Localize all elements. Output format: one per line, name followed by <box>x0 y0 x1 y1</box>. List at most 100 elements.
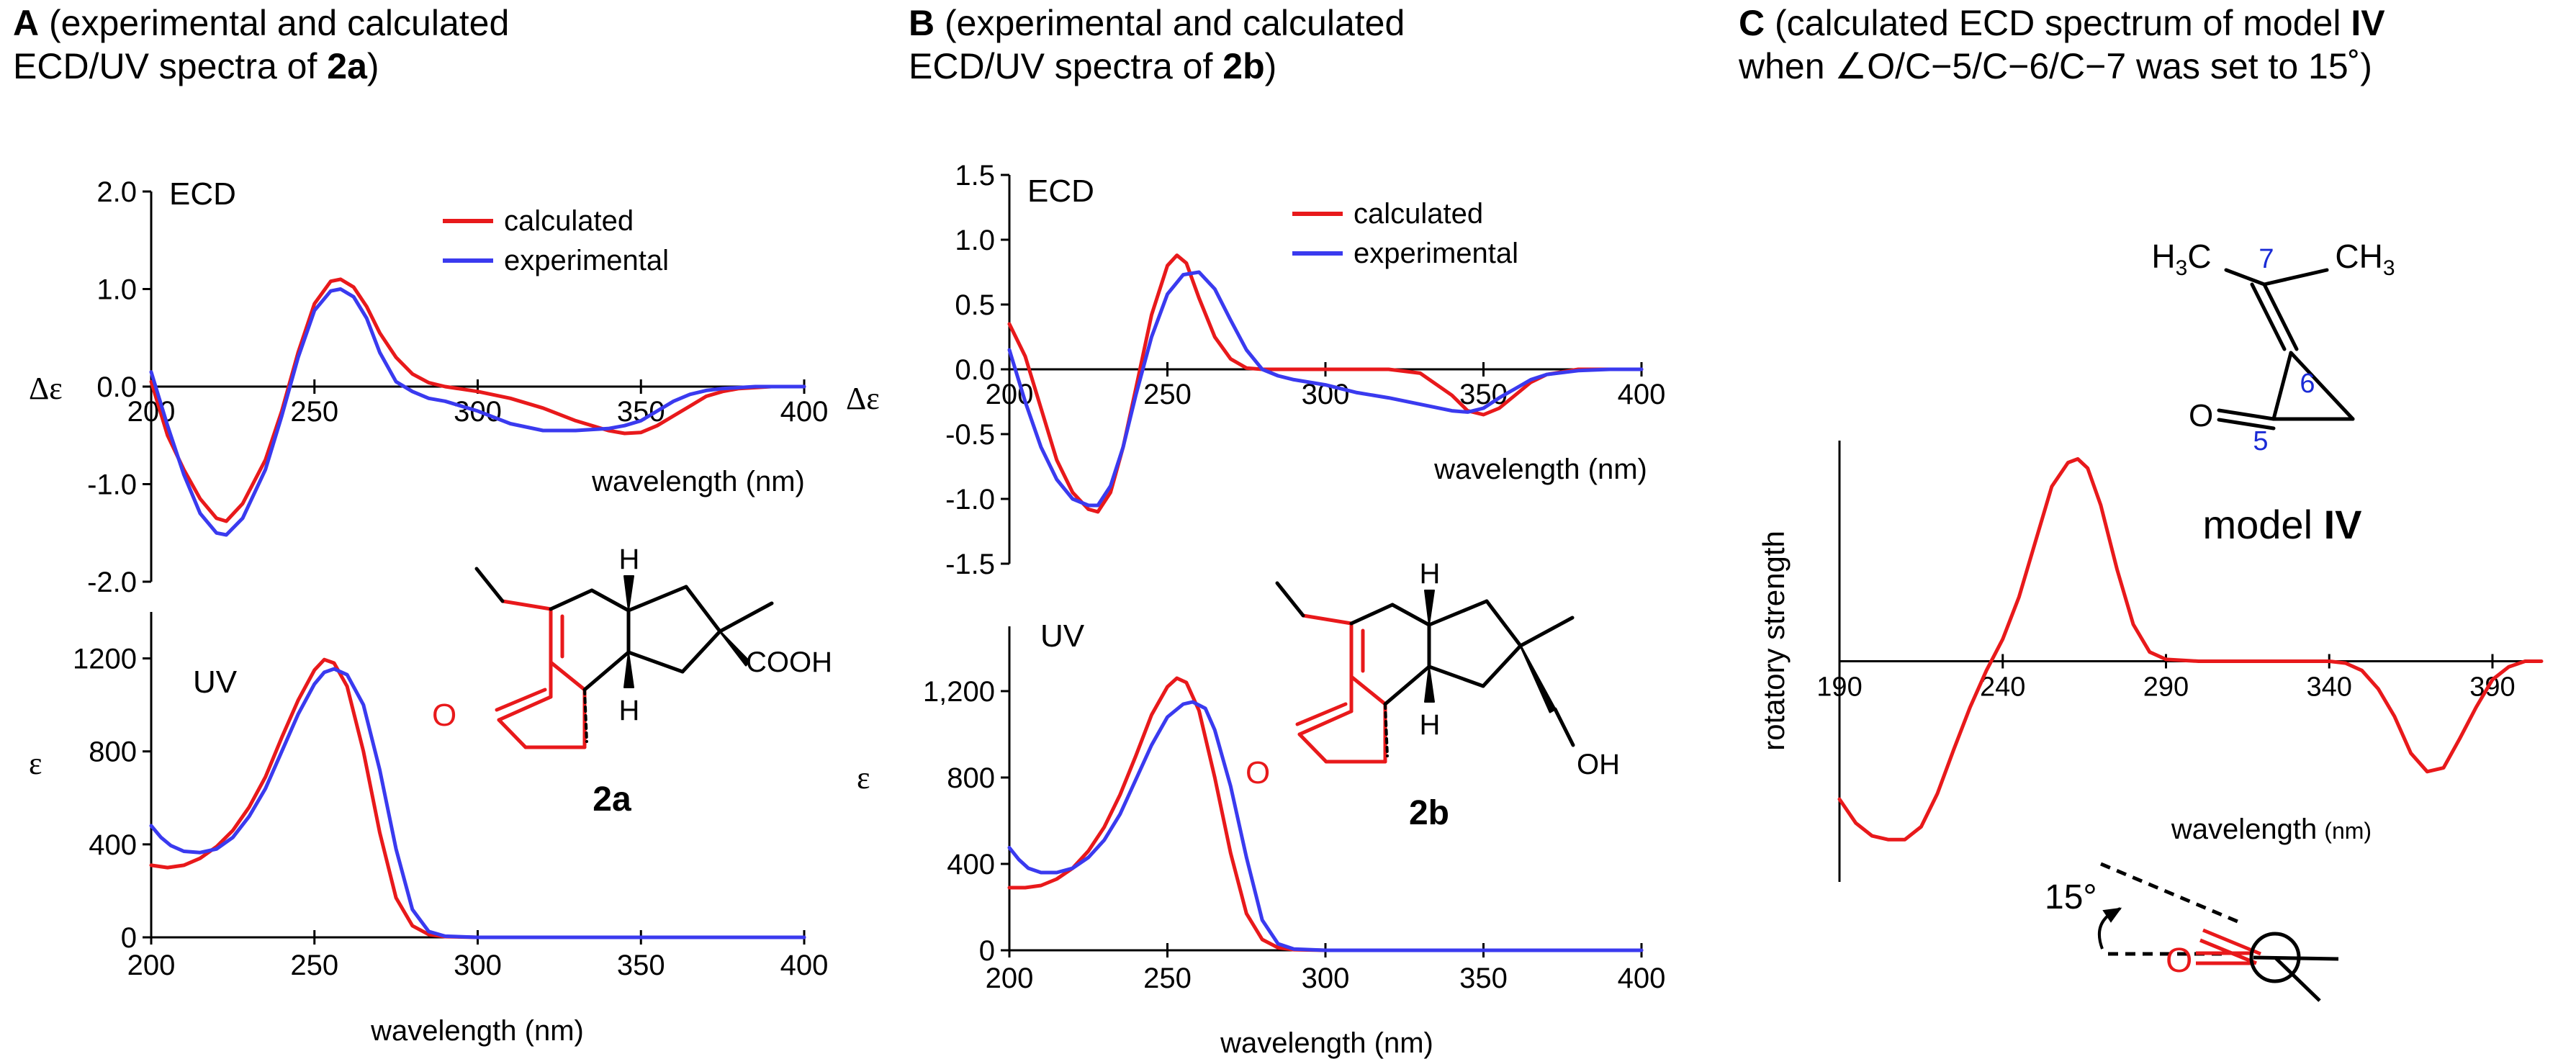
model-iv-methyl-right: CH3 <box>2335 238 2395 280</box>
x-axis-label-text: wavelength <box>2171 814 2317 845</box>
newman-projection <box>2098 862 2339 1002</box>
y-tick-label: 0.5 <box>955 289 995 321</box>
model-iv-label-pre: model <box>2202 502 2323 547</box>
x-axis-label-unit: (nm) <box>2324 818 2372 844</box>
y-axis-label: ε <box>857 760 870 796</box>
mol-2a-oxygen: O <box>432 698 456 733</box>
mol-2b-h-bottom: H <box>1420 709 1441 741</box>
panel-a-title-line1: (experimental and calculated <box>49 3 510 43</box>
y-tick-label: 2.0 <box>96 176 137 208</box>
y-tick-label: 400 <box>89 829 137 861</box>
chart-b-uv: 0 400 800 1,200 200 250 300 350 400 UV wavelength … <box>857 618 1665 1059</box>
chart-title: ECD <box>169 176 236 212</box>
series-line-experimental <box>1007 700 1644 952</box>
y-tick-label: 0.0 <box>955 354 995 386</box>
legend-label-calculated: calculated <box>504 205 634 237</box>
y-tick-label: -2.0 <box>87 567 137 598</box>
molecule-2b <box>1275 581 1575 764</box>
legend-label-calculated: calculated <box>1354 198 1483 230</box>
y-tick-label: 1.0 <box>955 225 995 256</box>
x-tick-label: 350 <box>1459 379 1508 410</box>
x-axis-label: wavelength (nm) <box>591 466 805 497</box>
chart-title: UV <box>193 664 238 700</box>
panel-b-title: B (experimental and calculated ECD/UV sp… <box>909 1 1405 88</box>
model-iv-atom-7: 7 <box>2258 244 2274 274</box>
series-line-experimental <box>1007 270 1644 508</box>
y-tick-label: -1.0 <box>87 469 137 501</box>
y-tick-label: -1.5 <box>945 549 995 580</box>
x-axis-label: wavelength (nm) <box>370 1015 584 1047</box>
x-tick-label: 400 <box>1618 379 1666 410</box>
panel-b-title-line1: (experimental and calculated <box>945 3 1405 43</box>
mol-2b-label: 2b <box>1409 794 1449 832</box>
molecule-2b-labels: H H O OH 2b <box>1246 558 1620 832</box>
panel-c-letter: C <box>1739 3 1765 43</box>
series-line-calculated <box>1007 676 1644 952</box>
mol-2b-alcohol: OH <box>1577 749 1620 780</box>
newman-oxygen: O <box>2166 942 2192 980</box>
x-tick-label: 300 <box>454 950 502 981</box>
y-axis-label: rotatory strength <box>1757 531 1791 751</box>
molecule-2a-labels: H H O COOH 2a <box>432 544 832 819</box>
panel-a-letter: A <box>13 3 40 43</box>
x-tick-label: 400 <box>780 950 829 981</box>
y-tick-label: 400 <box>947 849 995 880</box>
x-tick-label: 340 <box>2307 672 2352 703</box>
x-axis-label: wavelength (nm) <box>1433 454 1647 485</box>
panel-b-compound: 2b <box>1222 46 1265 86</box>
chart-a-uv: 0 400 800 1200 200 250 300 350 400 UV wavelength (… <box>29 612 828 1047</box>
x-tick-label: 250 <box>1143 379 1192 410</box>
mol-2a-h-bottom: H <box>619 695 640 726</box>
series-line-calculated <box>149 277 806 523</box>
model-iv-atom-5: 5 <box>2253 426 2268 456</box>
x-tick-label: 390 <box>2469 672 2515 703</box>
x-tick-label: 250 <box>290 396 338 428</box>
panel-b-title-close: ) <box>1264 46 1277 86</box>
series-line-calculated <box>1837 457 2544 842</box>
x-tick-label: 400 <box>780 396 829 428</box>
legend-label-experimental: experimental <box>504 245 669 276</box>
panel-b-letter: B <box>909 3 935 43</box>
model-iv-label: model IV <box>2202 502 2361 547</box>
molecule-model-iv-labels: H3C CH3 O 7 6 5 model IV <box>2151 238 2395 547</box>
series-line-calculated <box>149 657 806 939</box>
x-tick-label: 240 <box>1980 672 2025 703</box>
panel-a-title-close: ) <box>366 46 379 86</box>
model-iv-label-bold: IV <box>2324 502 2362 547</box>
newman-labels: 15° O <box>2045 878 2192 980</box>
chart-title: UV <box>1040 618 1085 654</box>
panel-a-title-line2: ECD/UV spectra of <box>13 46 328 86</box>
newman-angle-label: 15° <box>2045 878 2097 916</box>
model-iv-oxygen: O <box>2189 398 2213 433</box>
model-iv-atom-6: 6 <box>2300 369 2315 399</box>
x-tick-label: 250 <box>290 950 338 981</box>
y-tick-label: 1.5 <box>955 160 995 191</box>
panel-c-title: C (calculated ECD spectrum of model IV w… <box>1739 1 2385 88</box>
y-axis-label: Δε <box>29 371 63 406</box>
chart-title: ECD <box>1027 174 1094 209</box>
mol-2a-label: 2a <box>593 780 631 819</box>
y-tick-label: 1200 <box>73 644 137 675</box>
x-tick-label: 250 <box>1143 963 1192 994</box>
panel-b-title-line2: ECD/UV spectra of <box>909 46 1223 86</box>
chart-c-ecd: 190 240 290 340 390 wavelength (nm) rotatory st… <box>1757 441 2544 882</box>
y-tick-label: 0 <box>121 922 137 954</box>
series-line-experimental <box>149 287 806 537</box>
mol-2a-acid: COOH <box>746 646 832 678</box>
y-tick-label: 1.0 <box>96 274 137 306</box>
mol-2b-h-top: H <box>1420 558 1441 590</box>
mol-2b-oxygen: O <box>1246 755 1270 790</box>
x-tick-label: 290 <box>2143 672 2189 703</box>
charts-layer: 2.0 1.0 0.0 -1.0 -2.0 200 250 300 350 400 ECD wavel… <box>29 160 2544 1059</box>
y-tick-label: 800 <box>89 736 137 768</box>
molecule-2a <box>474 567 774 749</box>
series-line-calculated <box>1007 253 1644 514</box>
y-tick-label: 0 <box>979 935 995 967</box>
y-tick-label: 0.0 <box>96 371 137 403</box>
panel-c-title-line1: (calculated ECD spectrum of model <box>1775 3 2351 43</box>
x-tick-label: 400 <box>1618 963 1666 994</box>
y-tick-label: 1,200 <box>923 676 995 708</box>
